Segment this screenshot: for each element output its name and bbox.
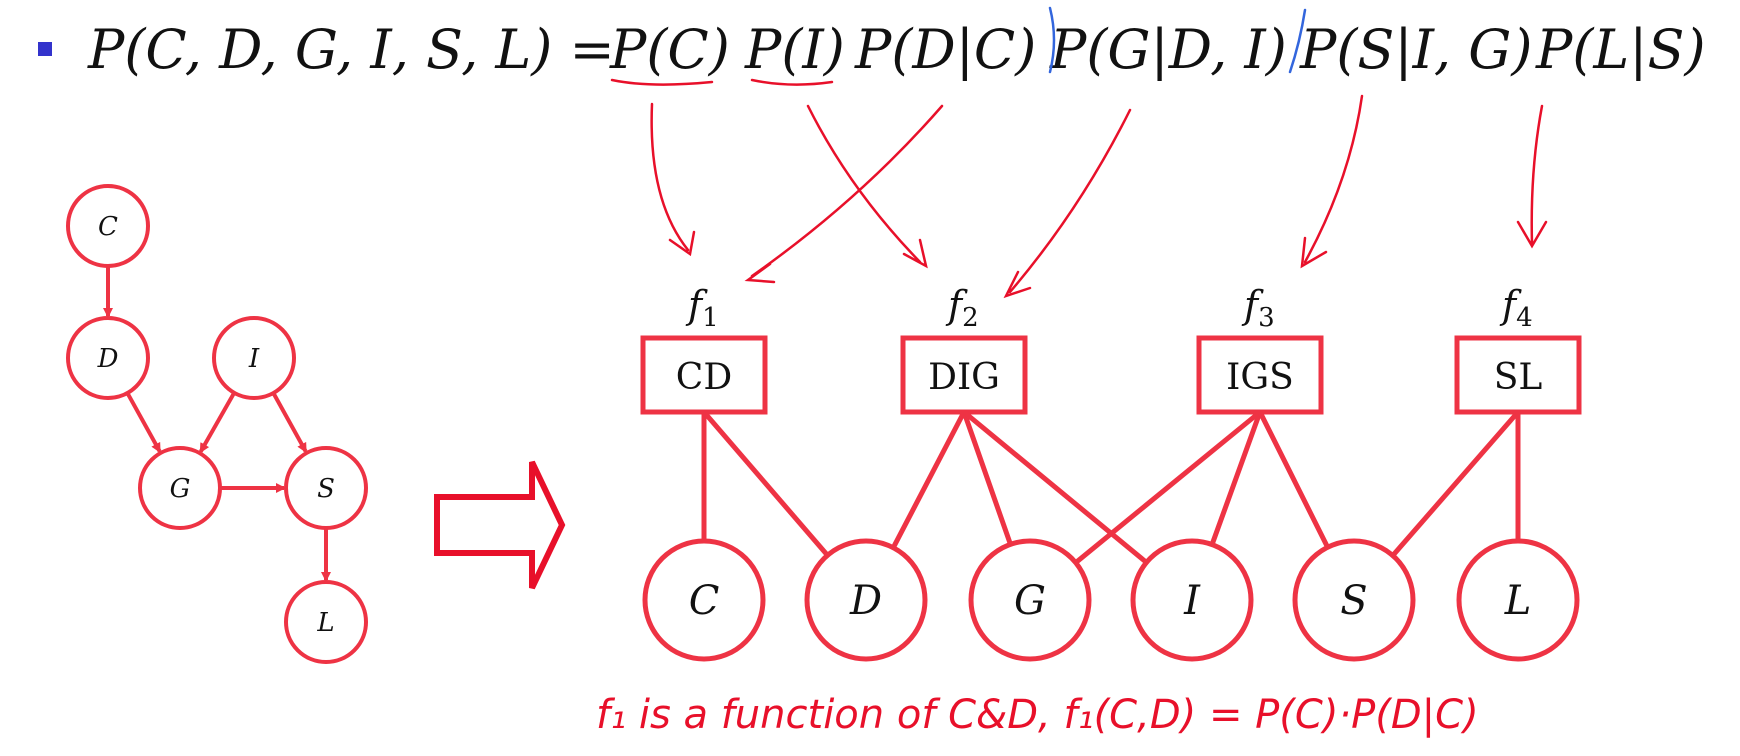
factor-box-f2 (900, 335, 1028, 415)
bn-node-l (284, 580, 368, 664)
factor-pgdi: P(G|D, I) (1049, 18, 1287, 81)
underline-pi (750, 78, 834, 86)
bullet-icon (38, 42, 52, 56)
ink-arrow-pi-f2 (806, 104, 928, 269)
separator-mark (1288, 8, 1307, 74)
bn-node-s (284, 446, 368, 530)
fg-link-igs-s (1257, 410, 1330, 549)
fg-link-igs-i (1209, 411, 1263, 546)
bn-node-label-d: D (97, 344, 119, 374)
factor-scope-f2: DIG (928, 357, 1000, 398)
fg-var-label-d: D (849, 578, 882, 624)
bn-edge-i-g (199, 391, 236, 454)
fg-var-g (968, 538, 1092, 662)
fg-var-i (1130, 538, 1254, 662)
factor-pi: P(I) (744, 18, 845, 81)
factor-box-f4 (1454, 335, 1582, 415)
bn-edge-d-g (125, 392, 162, 454)
fg-var-label-l: L (1504, 578, 1532, 624)
fg-link-dig-i (962, 410, 1149, 565)
fg-var-d (804, 538, 928, 662)
ink-arrow-pdc-f1 (744, 104, 944, 284)
ink-arrow-psig-f3 (1300, 94, 1364, 269)
bn-node-label-l: L (316, 608, 334, 638)
factor-box-f3 (1196, 335, 1324, 415)
factor-psig: P(S|I, G) (1299, 18, 1532, 81)
fg-var-label-s: S (1340, 578, 1367, 624)
bn-edge-i-s (271, 392, 308, 454)
bayes-net: C D I G S L (66, 184, 368, 664)
ink-annotations (610, 6, 1548, 299)
fg-var-s (1292, 538, 1416, 662)
factor-scope-f4: SL (1494, 357, 1543, 398)
fg-var-label-g: G (1014, 578, 1046, 624)
bn-node-d (66, 316, 150, 400)
factor-label-f2: f2 (945, 283, 979, 333)
bn-node-c (66, 184, 150, 268)
factor-pdc: P(D|C) (854, 18, 1036, 81)
ink-arrow-pgdi-f2 (1003, 108, 1132, 299)
separator-mark (1048, 6, 1056, 74)
fg-link-dig-g (961, 411, 1013, 546)
fg-var-label-i: I (1183, 578, 1201, 624)
factor-label-f3: f3 (1241, 283, 1275, 333)
ink-arrow-pls-f4 (1516, 104, 1548, 249)
factor-label-f1: f1 (685, 283, 719, 333)
equation-line: P(C, D, G, I, S, L) = P(C) P(I) P(D|C) P… (38, 18, 1706, 81)
factor-label-f4: f4 (1499, 283, 1533, 333)
fg-link-igs-g (1074, 410, 1262, 565)
fg-link-cd-d (702, 410, 830, 557)
underline-pc (610, 78, 714, 86)
factor-box-f1 (640, 335, 768, 415)
factor-scope-f1: CD (676, 357, 732, 398)
equation-lhs: P(C, D, G, I, S, L) = (87, 18, 615, 81)
fg-var-label-c: C (689, 578, 720, 624)
factor-pc: P(C) (609, 18, 730, 81)
bn-node-label-c: C (98, 212, 118, 242)
fg-link-sl-s (1390, 410, 1520, 558)
bn-node-i (212, 316, 296, 400)
bn-node-label-g: G (170, 474, 191, 504)
bn-node-label-i: I (248, 344, 260, 374)
bn-node-g (138, 446, 222, 530)
fg-var-c (642, 538, 766, 662)
bn-node-label-s: S (317, 474, 335, 504)
factor-scope-f3: IGS (1226, 357, 1294, 398)
fg-var-l (1456, 538, 1580, 662)
fg-link-dig-d (891, 410, 967, 549)
handwritten-annotation: f₁ is a function of C&D, f₁(C,D) = P(C)·… (596, 692, 1479, 738)
transform-arrow-icon (434, 460, 566, 590)
ink-arrow-pc-f1 (650, 102, 696, 257)
factor-pls: P(L|S) (1535, 18, 1706, 81)
